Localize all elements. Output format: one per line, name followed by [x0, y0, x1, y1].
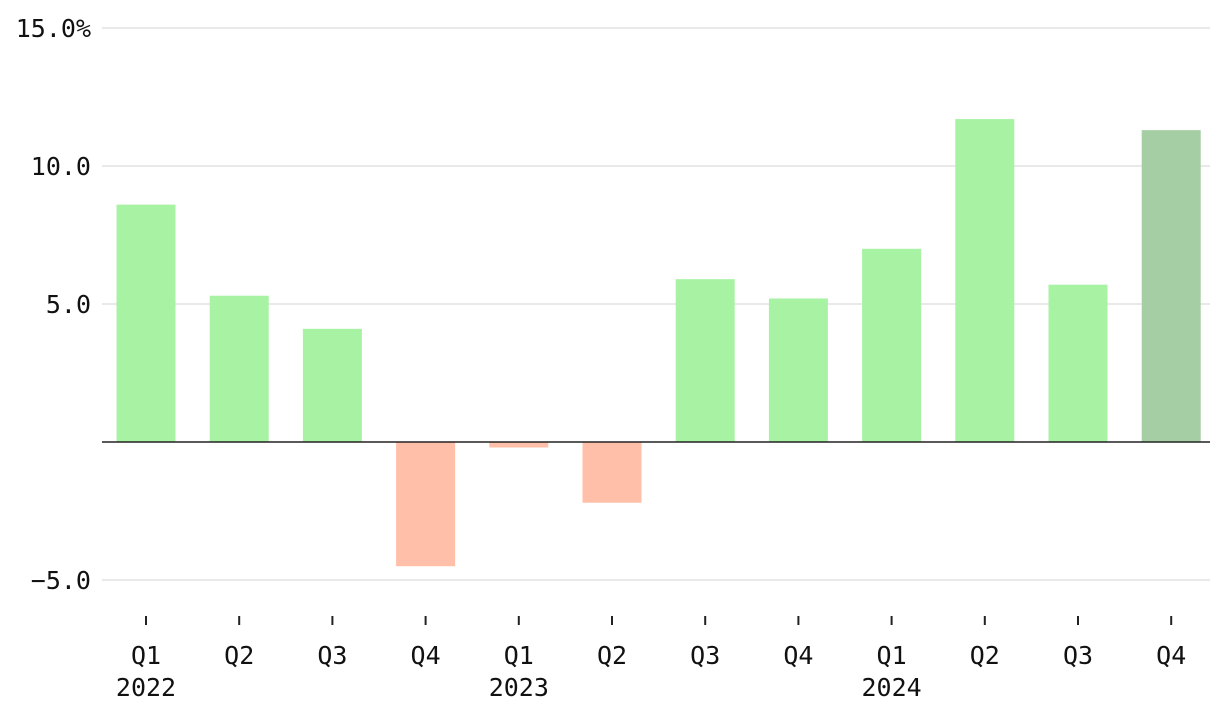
bar: [209, 295, 269, 442]
bar: [1141, 130, 1201, 442]
y-tick-label: 10.0: [31, 152, 91, 181]
x-tick-label: Q2: [597, 641, 627, 670]
bar: [489, 442, 549, 448]
bar: [955, 119, 1015, 442]
bar: [1048, 284, 1108, 442]
bar: [396, 442, 456, 567]
x-tick-label: Q2: [970, 641, 1000, 670]
bar: [302, 328, 362, 442]
x-year-label: 2023: [489, 673, 549, 702]
y-tick-label: 5.0: [46, 290, 91, 319]
x-tick-label: Q4: [1156, 641, 1186, 670]
y-tick-label: 15.0%: [16, 14, 91, 43]
bar: [675, 279, 735, 442]
x-tick-label: Q4: [411, 641, 441, 670]
x-tick-label: Q1: [131, 641, 161, 670]
bar: [862, 248, 922, 442]
x-tick-label: Q3: [1063, 641, 1093, 670]
y-axis-tick-labels: 15.0% 10.0 5.0 −5.0: [16, 14, 91, 595]
x-tick-label: Q1: [877, 641, 907, 670]
x-year-label: 2022: [116, 673, 176, 702]
bar: [768, 298, 828, 442]
bars: [116, 119, 1201, 567]
bar: [582, 442, 642, 503]
x-tick-label: Q1: [504, 641, 534, 670]
y-tick-label: −5.0: [31, 566, 91, 595]
x-tick-label: Q2: [224, 641, 254, 670]
x-tick-label: Q3: [317, 641, 347, 670]
gridlines: [102, 27, 1210, 581]
x-axis: Q1 Q2 Q3 Q4 Q1 Q2 Q3 Q4 Q1 Q2 Q3 Q4 2022 2023 2024: [116, 616, 1186, 702]
x-tick-label: Q3: [690, 641, 720, 670]
bar: [116, 204, 176, 442]
x-year-label: 2024: [861, 673, 921, 702]
x-tick-label: Q4: [783, 641, 813, 670]
